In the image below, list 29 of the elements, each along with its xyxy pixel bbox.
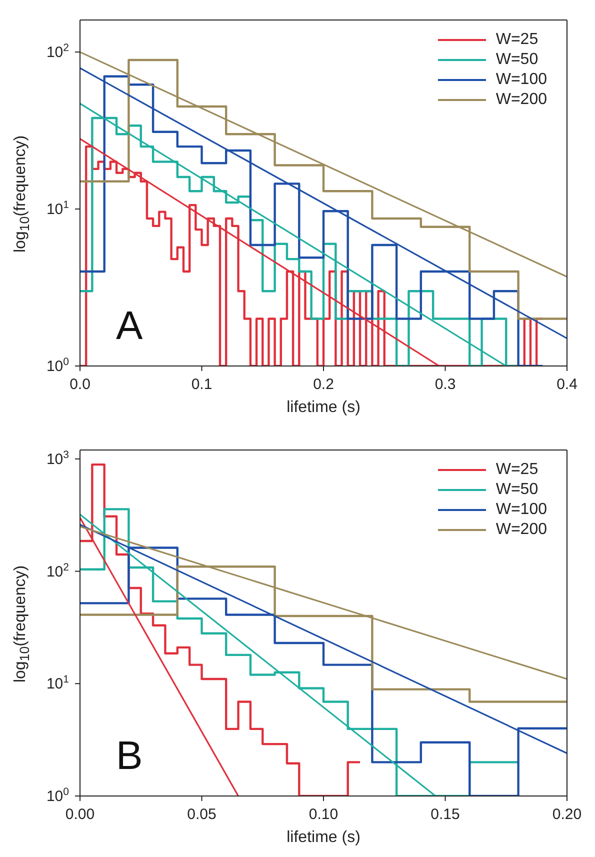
legend-label: W=50: [496, 50, 538, 70]
y-tick-label: 10$^{1}$: [46, 199, 70, 218]
x-axis-title: lifetime (s): [286, 399, 360, 416]
x-tick-label: 0.1: [191, 376, 212, 393]
legend-label: W=25: [496, 460, 538, 480]
annotation: A: [116, 304, 143, 349]
x-tick-label: 0.2: [313, 376, 334, 393]
x-tick-label: 0.05: [187, 806, 216, 823]
legend-label: W=100: [496, 70, 547, 90]
y-tick-label: 10$^{2}$: [46, 561, 70, 580]
x-tick-label: 0.20: [552, 806, 582, 823]
y-tick-label: 10$^{0}$: [46, 786, 70, 805]
x-tick-label: 0.00: [65, 806, 95, 823]
legend-label: W=200: [496, 90, 547, 110]
x-tick-label: 0.3: [434, 376, 456, 393]
x-tick-label: 0.15: [430, 806, 460, 823]
y-tick-label: 10$^{2}$: [46, 42, 70, 62]
legend-label: W=100: [496, 500, 547, 520]
legend-label: W=25: [496, 30, 538, 50]
x-tick-label: 0.0: [70, 376, 90, 393]
y-tick-label: 10$^{1}$: [46, 674, 70, 693]
legend-label: W=50: [496, 480, 538, 500]
legend-label: W=200: [496, 520, 547, 540]
annotation: B: [116, 734, 143, 779]
x-axis-title: lifetime (s): [286, 829, 360, 846]
y-tick-label: 10$^{3}$: [46, 448, 70, 468]
x-tick-label: 0.10: [308, 806, 338, 823]
x-tick-label: 0.4: [556, 376, 578, 393]
y-tick-label: 10$^{0}$: [46, 356, 70, 375]
